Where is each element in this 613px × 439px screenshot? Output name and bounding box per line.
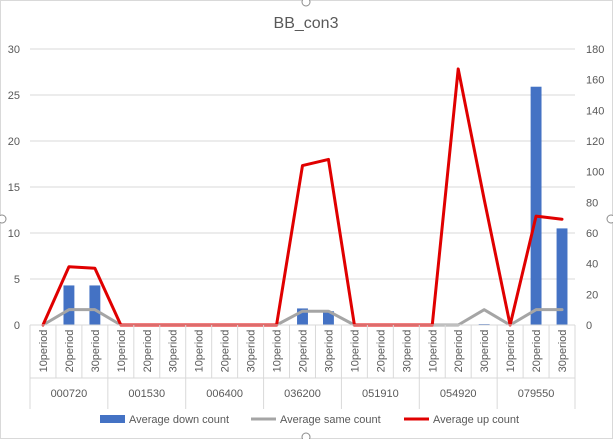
group-label: 051910	[362, 388, 399, 400]
right-tick-label: 140	[586, 105, 604, 117]
left-tick-label: 0	[14, 320, 20, 332]
subcategory-label: 20period	[142, 330, 154, 373]
left-tick-label: 20	[8, 136, 20, 148]
subcategory-label: 20period	[531, 330, 543, 373]
right-tick-label: 120	[586, 136, 604, 148]
resize-handle	[301, 432, 311, 439]
group-label: 036200	[284, 388, 321, 400]
subcategory-label: 20period	[453, 330, 465, 373]
chart-title: BB_con3	[274, 15, 339, 32]
group-label: 006400	[206, 388, 243, 400]
subcategory-label: 30period	[323, 330, 335, 373]
group-label: 000720	[51, 388, 88, 400]
subcategory-label: 30period	[90, 330, 102, 373]
right-tick-label: 160	[586, 75, 604, 87]
right-tick-label: 100	[586, 167, 604, 179]
left-tick-label: 5	[14, 274, 20, 286]
subcategory-label: 10period	[38, 330, 50, 373]
subcategory-label: 30period	[479, 330, 491, 373]
bar	[297, 308, 308, 325]
bar	[63, 285, 75, 325]
subcategory-label: 10period	[505, 330, 517, 373]
group-label: 001530	[128, 388, 165, 400]
right-tick-label: 40	[586, 259, 598, 271]
bar	[556, 228, 568, 325]
subcategory-label: 30period	[557, 330, 569, 373]
right-axis-ticks: 0 20 40 60 80 100 120 140 160 180	[586, 44, 604, 332]
category-axis: 10period 20period 30period 10period 20period…	[29, 324, 576, 409]
subcategory-label: 20period	[375, 330, 387, 373]
right-tick-label: 180	[586, 44, 604, 56]
legend-label: Average down count	[129, 414, 229, 426]
subcategory-label: 10period	[272, 330, 284, 373]
subcategory-label: 20period	[298, 330, 310, 373]
subcategory-label: 10period	[427, 330, 439, 373]
subcategory-label: 20period	[220, 330, 232, 373]
legend-label: Average up count	[433, 414, 519, 426]
right-tick-label: 80	[586, 197, 598, 209]
subcategory-label: 30period	[401, 330, 413, 373]
group-label: 054920	[440, 388, 477, 400]
right-tick-label: 20	[586, 289, 598, 301]
legend-label: Average same count	[280, 414, 381, 426]
resize-handle	[606, 214, 613, 224]
resize-handle	[301, 0, 311, 7]
left-tick-label: 15	[8, 182, 20, 194]
right-tick-label: 0	[586, 320, 592, 332]
subcategory-label: 10period	[194, 330, 206, 373]
left-tick-label: 10	[8, 228, 20, 240]
resize-handle	[0, 214, 7, 224]
left-axis-ticks: 0 5 10 15 20 25 30	[8, 44, 20, 332]
left-tick-label: 25	[8, 90, 20, 102]
subcategory-label: 20period	[64, 330, 76, 373]
legend-bar-swatch	[100, 415, 125, 423]
bar	[530, 86, 542, 325]
subcategory-label: 30period	[168, 330, 180, 373]
subcategory-label: 30period	[246, 330, 258, 373]
legend: Average down count Average same count Aver…	[100, 414, 519, 426]
left-tick-label: 30	[8, 44, 20, 56]
subcategory-label: 10period	[116, 330, 128, 373]
subcategory-label: 10period	[349, 330, 361, 373]
right-tick-label: 60	[586, 228, 598, 240]
bar	[323, 311, 334, 325]
bar	[89, 285, 101, 325]
group-label: 079550	[518, 388, 555, 400]
